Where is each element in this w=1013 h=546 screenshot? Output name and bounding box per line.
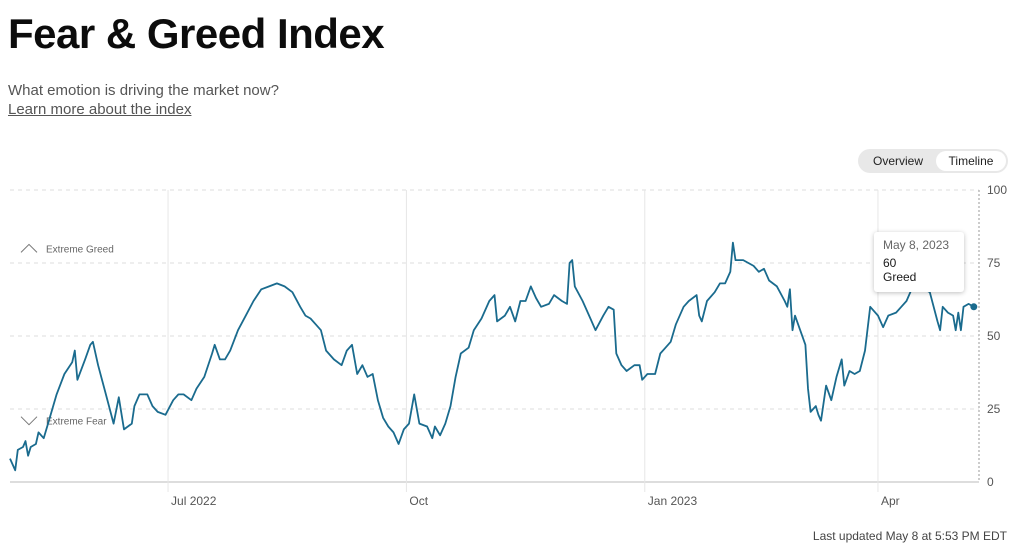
zone-labels: Extreme Greed Extreme Fear [20, 243, 114, 428]
y-tick-label: 0 [987, 475, 994, 489]
axes: 0 25 50 75 100 Jul 2022 Oct Jan 2023 Apr [171, 183, 1007, 508]
zone-label: Extreme Greed [46, 244, 114, 255]
chevron-down-icon [20, 416, 38, 426]
chart-tooltip: May 8, 2023 60 Greed [874, 232, 964, 292]
y-tick-label: 75 [987, 256, 1001, 270]
x-tick-label: Jul 2022 [171, 494, 217, 508]
chevron-up-icon [20, 243, 38, 253]
x-tick-label: Oct [409, 494, 428, 508]
grid-lines [10, 189, 980, 492]
series-layer [9, 241, 978, 472]
page-title: Fear & Greed Index [8, 10, 385, 57]
page-subtitle: What emotion is driving the market now? [8, 82, 279, 99]
overview-tab[interactable]: Overview [872, 154, 923, 168]
tooltip-date: May 8, 2023 [883, 238, 950, 252]
learn-more-link[interactable]: Learn more about the index [8, 101, 192, 118]
y-tick-label: 25 [987, 402, 1001, 416]
x-tick-label: Apr [881, 494, 900, 508]
timeline-tab[interactable]: Timeline [936, 151, 1006, 171]
zone-label: Extreme Fear [46, 417, 107, 428]
y-tick-label: 100 [987, 183, 1007, 197]
tooltip-label: Greed [883, 270, 917, 284]
timeline-chart: Extreme Greed Extreme Fear 0 25 50 75 100 Jul … [9, 183, 1007, 508]
view-toggle: Overview Timeline [858, 149, 1008, 173]
x-tick-label: Jan 2023 [648, 494, 698, 508]
last-updated: Last updated May 8 at 5:53 PM EDT [812, 529, 1007, 543]
tooltip-value: 60 [883, 256, 897, 270]
y-tick-label: 50 [987, 329, 1001, 343]
series-point [970, 303, 978, 311]
series-line [9, 241, 975, 472]
